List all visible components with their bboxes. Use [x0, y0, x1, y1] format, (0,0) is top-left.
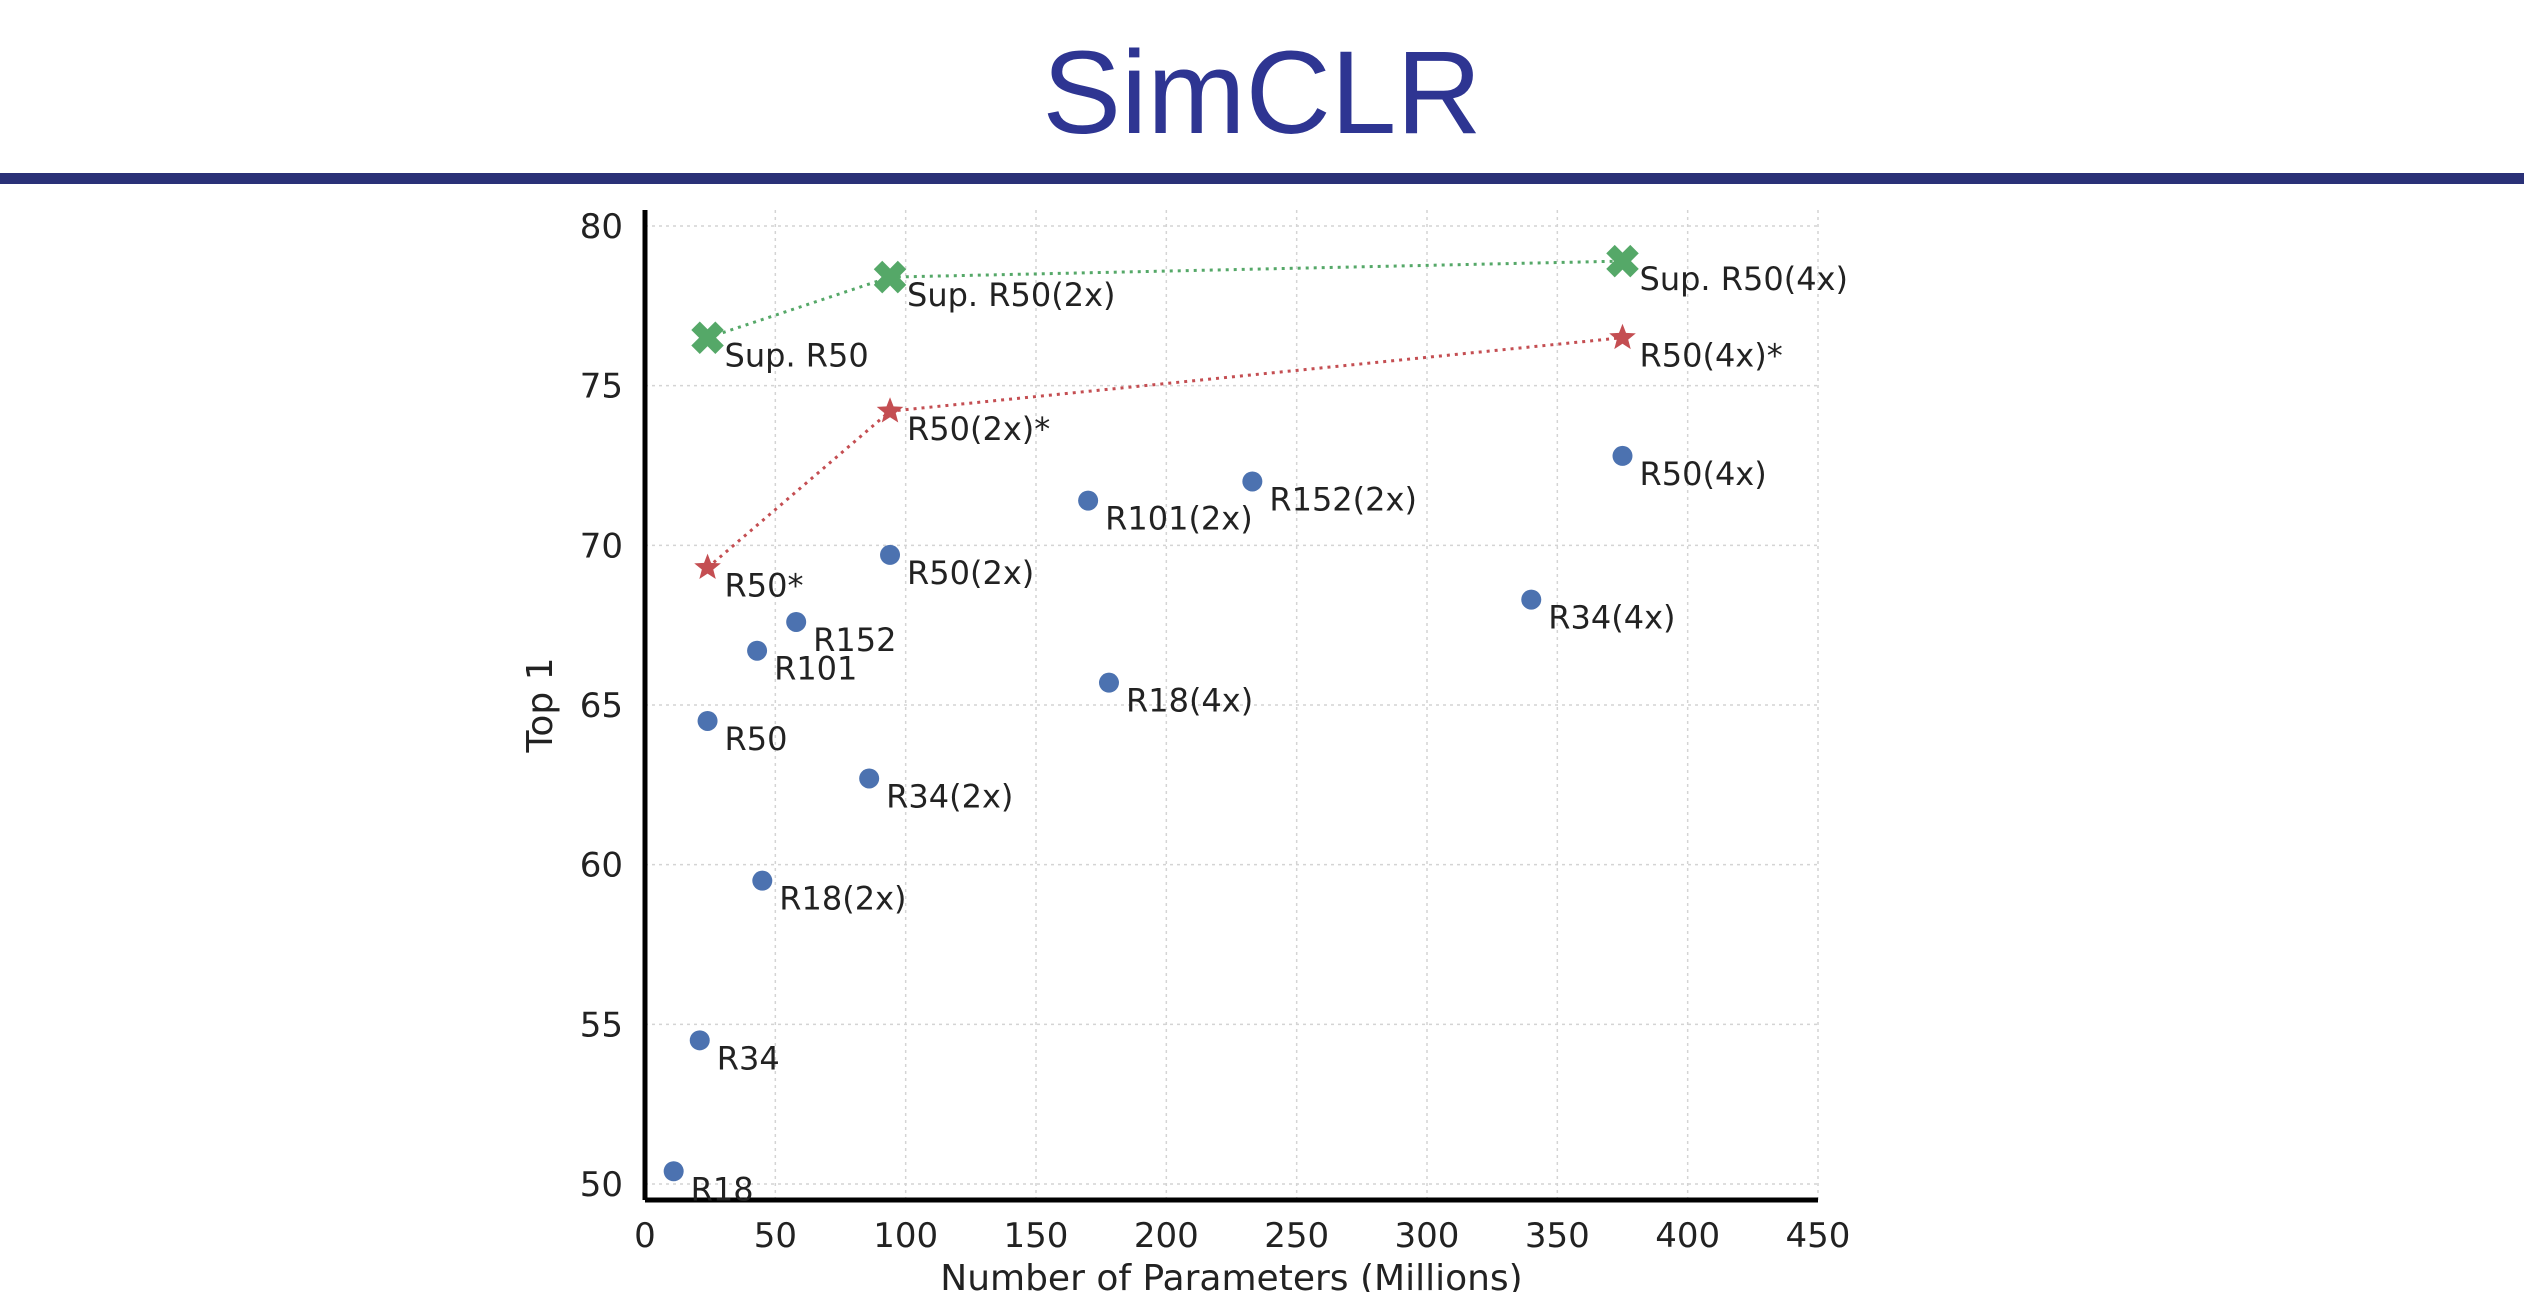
y-tick-label: 80: [580, 207, 623, 247]
data-point: [752, 870, 773, 891]
point-label: Sup. R50(4x): [1640, 260, 1848, 298]
data-point-x: [691, 321, 724, 355]
point-label: R50(2x): [907, 554, 1034, 592]
x-tick-label: 350: [1525, 1216, 1590, 1256]
data-point: [663, 1161, 684, 1182]
x-tick-label: 450: [1786, 1216, 1851, 1256]
y-tick-label: 70: [580, 526, 623, 566]
point-label: R34: [717, 1039, 780, 1077]
x-tick-label: 400: [1655, 1216, 1720, 1256]
x-tick-label: 250: [1264, 1216, 1329, 1256]
data-point: [1078, 490, 1099, 511]
data-point: [880, 544, 901, 565]
data-point-star: [876, 397, 904, 423]
y-tick-label: 55: [580, 1005, 623, 1045]
point-label: R34(4x): [1548, 599, 1675, 637]
chart-axes: [642, 210, 1818, 1203]
point-label: Sup. R50(2x): [907, 276, 1115, 314]
x-tick-label: 0: [634, 1216, 656, 1256]
point-label: R50*: [725, 567, 804, 605]
point-label: R50(4x)*: [1640, 337, 1783, 375]
point-label: R50(4x): [1640, 455, 1767, 493]
x-axis-title: Number of Parameters (Millions): [940, 1258, 1522, 1292]
point-label: R18: [691, 1170, 754, 1208]
point-label: R18(2x): [779, 880, 906, 918]
point-label: R101(2x): [1105, 500, 1253, 538]
point-label: R101: [774, 650, 857, 688]
y-tick-label: 60: [580, 846, 623, 886]
data-point: [859, 768, 880, 789]
y-tick-label: 50: [580, 1165, 623, 1205]
y-tick-label: 75: [580, 367, 623, 407]
point-label: R50(2x)*: [907, 410, 1050, 448]
data-point: [1521, 589, 1542, 610]
point-label: Sup. R50: [725, 337, 869, 375]
x-tick-label: 300: [1395, 1216, 1460, 1256]
x-tick-label: 200: [1134, 1216, 1199, 1256]
title-rule: [0, 173, 2524, 184]
data-point: [1098, 672, 1119, 693]
data-point-x: [1606, 244, 1639, 278]
y-axis-title: Top 1: [520, 657, 561, 753]
data-point: [1242, 471, 1263, 492]
x-tick-label: 50: [754, 1216, 797, 1256]
point-label: R152(2x): [1269, 480, 1417, 518]
data-point-star: [1609, 323, 1636, 350]
series-marks: [663, 244, 1639, 1182]
x-tick-label: 150: [1004, 1216, 1069, 1256]
point-label: R152: [813, 621, 896, 659]
point-label: R18(4x): [1126, 682, 1253, 720]
data-point: [786, 611, 807, 632]
point-label: R34(2x): [886, 777, 1013, 815]
point-label: R50: [725, 720, 788, 758]
data-point-star: [694, 553, 721, 579]
data-point: [747, 640, 768, 661]
y-tick-label: 65: [580, 686, 623, 726]
data-point: [697, 710, 718, 731]
series-line: [707, 259, 1623, 340]
data-point: [1612, 445, 1633, 466]
data-point-x: [873, 260, 907, 294]
chart-ticks: 0 50 100 150 200 250 300 350 400 450 50 55 60 65 70 75 8…: [580, 207, 1851, 1256]
data-point: [689, 1030, 710, 1051]
slide-title: SimCLR: [1042, 27, 1482, 159]
x-tick-label: 100: [873, 1216, 938, 1256]
